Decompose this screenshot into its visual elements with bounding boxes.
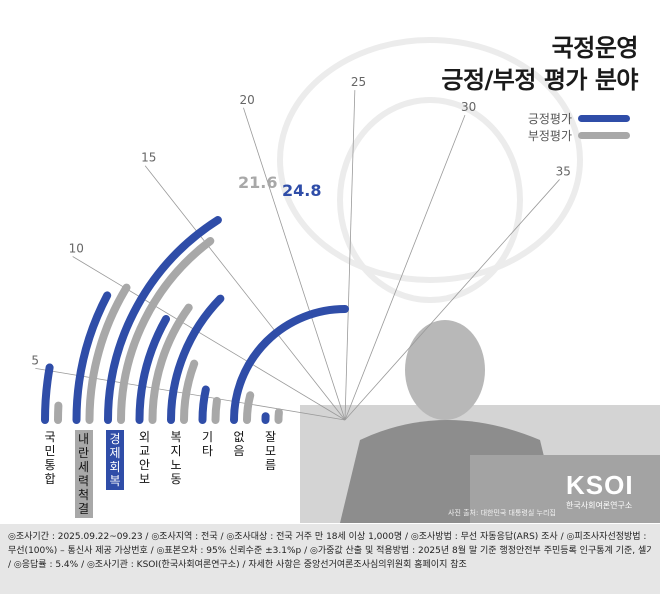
footer-line-3: / ◎응답률 : 5.4% / ◎조사기관 : KSOI(한국사회여론연구소) …	[8, 560, 467, 570]
ksoi-logo-subtitle: 한국사회여론연구소	[566, 501, 633, 510]
bar-negative-2	[117, 237, 215, 424]
category-label-6: 없음	[233, 430, 245, 458]
category-label-2: 경제회복	[106, 430, 124, 490]
scale-ray-25	[344, 90, 356, 421]
bar-negative-3	[148, 303, 193, 424]
legend-positive: 긍정평가	[528, 110, 630, 127]
bar-negative-1	[85, 283, 131, 424]
legend-negative-swatch	[578, 132, 630, 139]
bar-negative-6	[243, 391, 255, 424]
chart-title-line1: 국정운영	[551, 34, 639, 62]
photo-credit: 사진 출처: 대한민국 대통령실 누리집	[448, 509, 556, 517]
footer-line-1: ◎조사기간 : 2025.09.22~09.23 / ◎조사지역 : 전국 / …	[8, 532, 647, 542]
category-label-7: 잘모름	[264, 430, 277, 472]
bar-positive-1	[72, 291, 112, 424]
category-label-3: 외교안보	[138, 430, 151, 486]
category-label-4: 복지노동	[170, 430, 182, 486]
bar-negative-5	[211, 396, 221, 424]
legend-negative: 부정평가	[528, 127, 630, 144]
scale-tick-5: 5	[31, 353, 39, 367]
scale-tick-20: 20	[239, 93, 254, 107]
scale-tick-35: 35	[556, 164, 571, 178]
scale-ray-30	[344, 114, 466, 421]
scale-ray-35	[344, 179, 560, 421]
data-label-negative: 21.6	[238, 173, 277, 192]
chart-title-line2: 긍정/부정 평가 분야	[441, 66, 638, 94]
scale-tick-30: 30	[461, 100, 476, 114]
survey-footer: ◎조사기간 : 2025.09.22~09.23 / ◎조사지역 : 전국 / …	[0, 524, 660, 594]
bar-negative-4	[180, 359, 199, 424]
legend-positive-label: 긍정평가	[527, 112, 572, 126]
legend-negative-label: 부정평가	[527, 129, 572, 143]
bar-positive-2	[104, 216, 222, 424]
scale-ray-20	[243, 107, 346, 421]
person-photo	[300, 320, 660, 523]
footer-line-2: 무선(100%) – 통신사 제공 가상번호 / ◎표본오차 : 95% 신뢰수…	[8, 546, 652, 556]
scale-tick-25: 25	[351, 75, 366, 89]
bar-positive-4	[167, 294, 225, 424]
scale-ray-5	[35, 367, 346, 421]
scale-tick-15: 15	[141, 151, 156, 165]
bar-positive-5	[198, 385, 210, 424]
bar-positive-3	[135, 315, 170, 424]
ksoi-logo: KSOI	[566, 470, 634, 500]
data-label-positive: 24.8	[282, 181, 321, 200]
bar-positive-0	[40, 363, 54, 424]
category-label-0: 국민통합	[44, 430, 56, 486]
category-label-5: 기타	[201, 430, 214, 458]
scale-tick-10: 10	[69, 241, 84, 255]
scale-ray-10	[72, 256, 346, 421]
emblem-watermark	[277, 37, 583, 303]
legend-positive-swatch	[578, 115, 630, 122]
category-label-1: 내란세력척결	[74, 430, 93, 518]
bar-positive-6	[230, 305, 349, 424]
scale-ray-15	[144, 165, 346, 421]
